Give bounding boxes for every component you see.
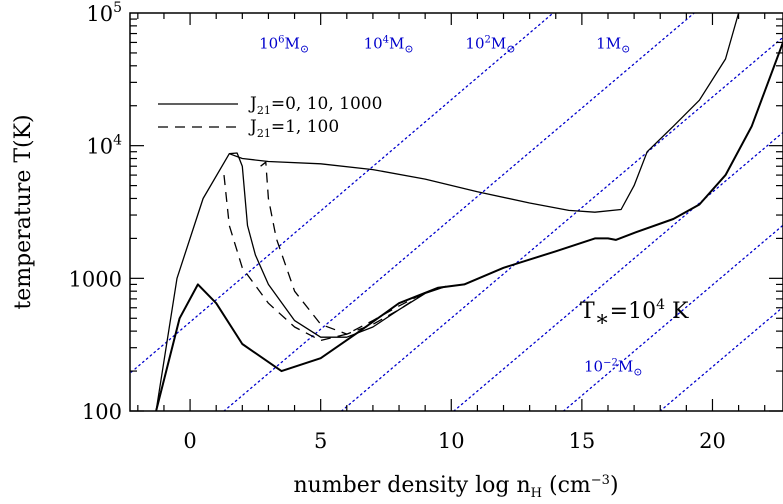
jeans-mass-label-2: 102M⊙ xyxy=(465,34,515,55)
jeans-mass-labels: 106M⊙ 104M⊙ 102M⊙ 1M⊙ 10−2M⊙ xyxy=(259,34,642,378)
x-tick-label: 20 xyxy=(699,429,726,453)
y-tick-label: 100 xyxy=(82,400,122,424)
series-line-j21-0 xyxy=(155,13,740,411)
x-tick-label: 0 xyxy=(183,429,196,453)
y-tick-label: 105 xyxy=(86,0,122,26)
stellar-temperature-annotation: T∗=104 K xyxy=(580,297,689,332)
series-layer xyxy=(155,13,783,411)
jeans-mass-label-3: 1M⊙ xyxy=(596,34,630,55)
legend: J21=0, 10, 1000 J21=1, 100 xyxy=(158,94,382,140)
y-tick-label: 1000 xyxy=(69,267,122,291)
jeans-mass-label-1: 104M⊙ xyxy=(364,34,414,55)
x-tick-label: 5 xyxy=(314,429,327,453)
jeans-mass-label-4: 10−2M⊙ xyxy=(584,358,642,379)
jeans-mass-lines xyxy=(130,13,783,411)
legend-label-solid: J21=0, 10, 1000 xyxy=(248,94,382,117)
jeans-mass-line-3 xyxy=(453,131,783,411)
x-tick-label: 15 xyxy=(569,429,596,453)
jeans-mass-line-1 xyxy=(223,13,695,411)
x-tick-label: 10 xyxy=(438,429,465,453)
jeans-mass-label-0: 106M⊙ xyxy=(259,34,309,55)
plot-frame xyxy=(129,12,783,412)
series-line-j21-100 xyxy=(260,161,426,335)
series-line-j21-1000 xyxy=(155,42,783,411)
axis-ticks xyxy=(130,13,783,412)
jeans-mass-line-0 xyxy=(130,13,554,375)
x-axis-title: number density log nH (cm−3) xyxy=(293,473,618,501)
tick-labels: 0 5 10 15 20 100 1000 104 105 xyxy=(69,0,726,453)
jeans-mass-line-5 xyxy=(659,306,783,411)
y-tick-label: 104 xyxy=(86,133,122,159)
y-axis-title: temperature T(K) xyxy=(11,114,36,309)
series-line-j21-10 xyxy=(229,152,447,338)
legend-label-dashed: J21=1, 100 xyxy=(248,117,339,140)
